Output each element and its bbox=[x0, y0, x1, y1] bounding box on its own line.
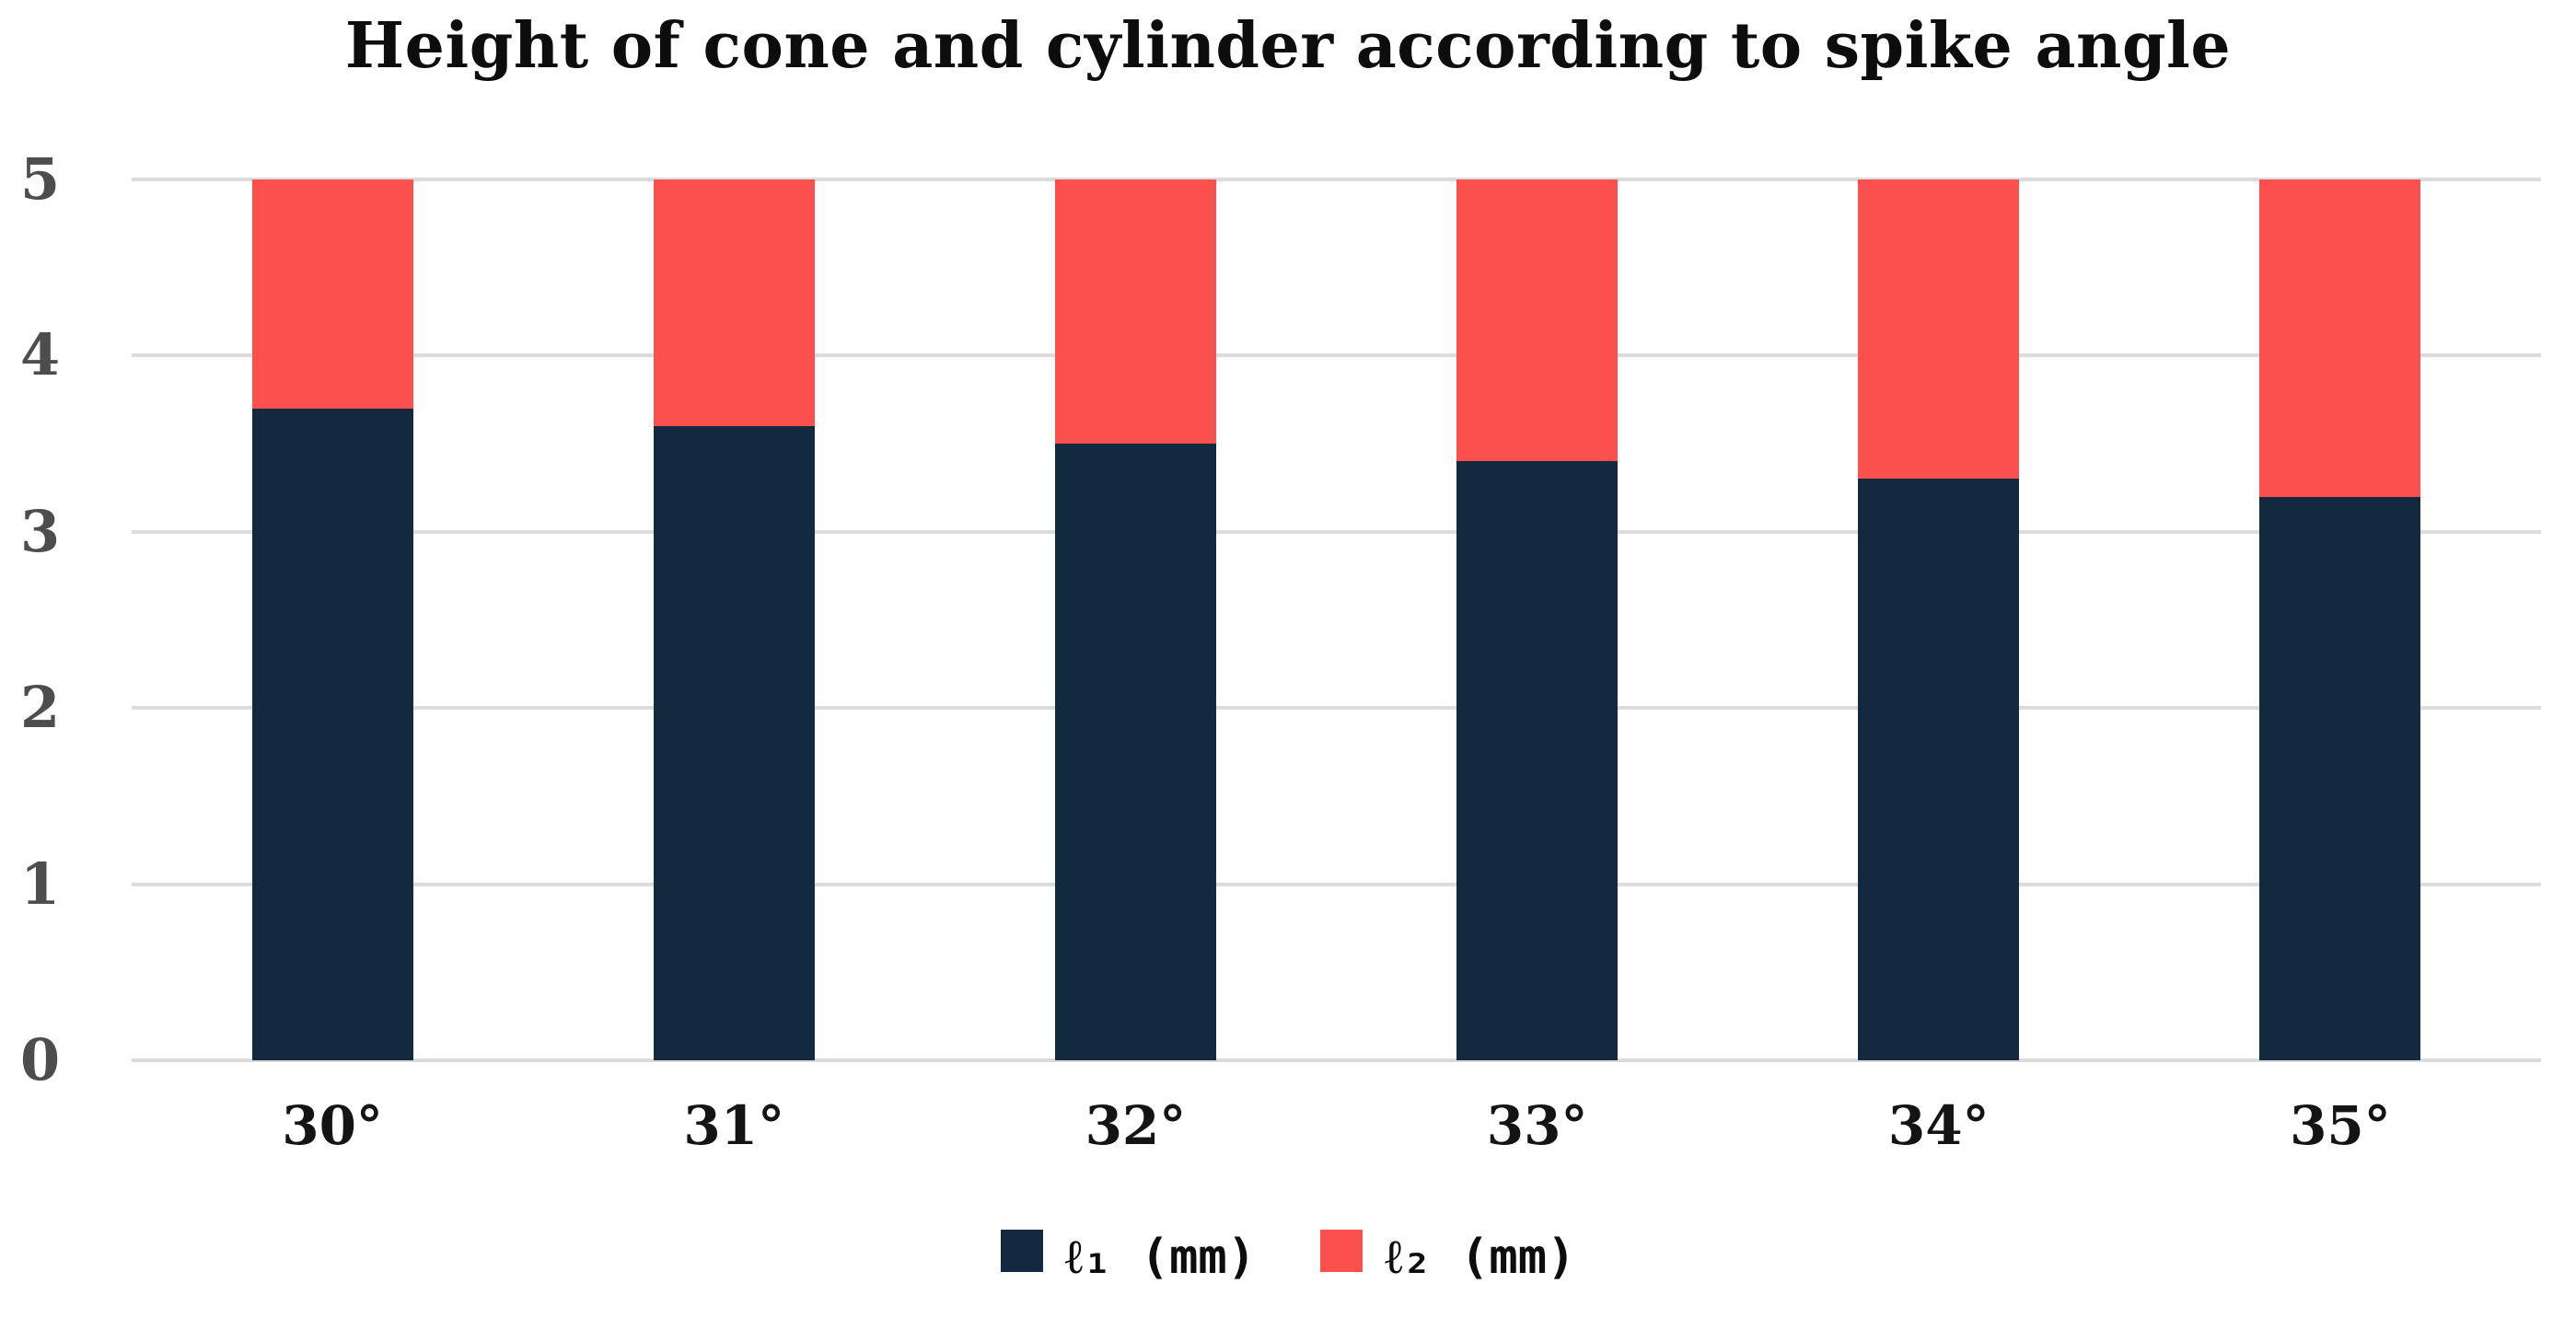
legend: ℓ₁ (mm) ℓ₂ (mm) bbox=[0, 1230, 2576, 1285]
x-tick-label-1: 30° bbox=[282, 1094, 383, 1157]
bar-segment-series1-2 bbox=[653, 425, 815, 1060]
bar-segment-series1-4 bbox=[1456, 461, 1619, 1060]
bar-stack-5 bbox=[1858, 179, 2020, 1060]
x-tick-label-6: 35° bbox=[2290, 1094, 2391, 1157]
legend-item-1: ℓ₁ (mm) bbox=[1000, 1230, 1256, 1285]
gridlines bbox=[132, 178, 2541, 1062]
bar-segment-series2-1 bbox=[251, 179, 413, 409]
x-tick-label-2: 31° bbox=[683, 1094, 785, 1157]
gridline-3 bbox=[132, 529, 2541, 534]
bar-group-2 bbox=[533, 179, 934, 1060]
y-tick-label-5: 5 bbox=[20, 145, 61, 213]
legend-label-1: ℓ₁ (mm) bbox=[1064, 1230, 1256, 1285]
bar-group-1 bbox=[132, 179, 533, 1060]
legend-swatch-icon bbox=[1000, 1230, 1043, 1272]
legend-item-2: ℓ₂ (mm) bbox=[1320, 1230, 1576, 1285]
bar-segment-series2-4 bbox=[1456, 179, 1619, 462]
gridline-5 bbox=[132, 178, 2541, 181]
x-tick-label-5: 34° bbox=[1887, 1094, 1990, 1157]
bar-segment-series1-6 bbox=[2259, 496, 2421, 1060]
bar-segment-series2-3 bbox=[1054, 179, 1216, 445]
plot-area bbox=[132, 178, 2541, 1062]
bar-segment-series1-5 bbox=[1858, 479, 2020, 1060]
x-tick-label-4: 33° bbox=[1486, 1094, 1588, 1157]
bar-segment-series2-2 bbox=[653, 179, 815, 426]
bar-stack-6 bbox=[2259, 179, 2421, 1060]
bar-group-3 bbox=[934, 179, 1336, 1060]
bar-stack-2 bbox=[653, 179, 815, 1060]
y-tick-label-2: 2 bbox=[20, 674, 61, 742]
x-tick-label-3: 32° bbox=[1085, 1094, 1187, 1157]
bar-group-6 bbox=[2140, 179, 2541, 1060]
bar-segment-series2-5 bbox=[1858, 179, 2020, 480]
bars bbox=[132, 179, 2541, 1060]
gridline-4 bbox=[132, 353, 2541, 358]
chart-title: Height of cone and cylinder according to… bbox=[344, 9, 2232, 83]
y-tick-label-3: 3 bbox=[20, 497, 61, 565]
bar-group-5 bbox=[1738, 179, 2140, 1060]
bar-segment-series1-1 bbox=[251, 408, 413, 1060]
bar-segment-series1-3 bbox=[1054, 444, 1216, 1060]
gridline-0 bbox=[132, 1058, 2541, 1062]
legend-swatch-icon bbox=[1320, 1230, 1363, 1272]
gridline-2 bbox=[132, 706, 2541, 711]
bar-stack-4 bbox=[1456, 179, 1619, 1060]
bar-stack-1 bbox=[251, 179, 413, 1060]
y-tick-label-1: 1 bbox=[20, 850, 61, 918]
y-tick-label-4: 4 bbox=[20, 321, 61, 389]
bar-segment-series2-6 bbox=[2259, 179, 2421, 497]
legend-label-2: ℓ₂ (mm) bbox=[1385, 1230, 1576, 1285]
bar-stack-3 bbox=[1054, 179, 1216, 1060]
y-tick-label-0: 0 bbox=[20, 1026, 61, 1093]
gridline-1 bbox=[132, 882, 2541, 886]
x-axis: 30° 31° 32° 33° 34° 35° bbox=[132, 1064, 2541, 1152]
bar-group-4 bbox=[1337, 179, 1738, 1060]
